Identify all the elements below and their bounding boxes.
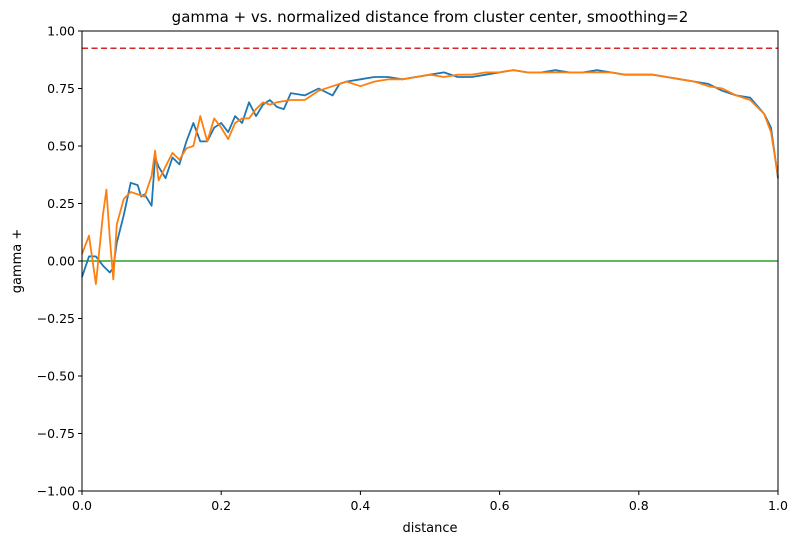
y-tick-label: −1.00 xyxy=(37,484,75,499)
x-axis: 0.0 0.2 0.4 0.6 0.8 1.0 xyxy=(72,491,788,513)
x-tick-label: 0.6 xyxy=(490,498,510,513)
x-tick-label: 0.8 xyxy=(629,498,649,513)
y-tick-label: −0.75 xyxy=(37,426,75,441)
y-tick-label: 0.50 xyxy=(47,139,75,154)
chart-title: gamma + vs. normalized distance from clu… xyxy=(172,8,689,26)
y-tick-label: 0.75 xyxy=(47,81,75,96)
y-axis: −1.00 −0.75 −0.50 −0.25 0.00 0.25 0.50 0.75 1.00 xyxy=(37,24,82,499)
series-lines xyxy=(81,69,779,285)
series-line-2 xyxy=(81,69,779,285)
y-tick-label: 0.25 xyxy=(47,196,75,211)
x-tick-label: 0.4 xyxy=(350,498,370,513)
y-tick-label: −0.50 xyxy=(37,369,75,384)
plot-area xyxy=(81,30,779,492)
y-tick-label: 0.00 xyxy=(47,254,75,269)
y-tick-label: −0.25 xyxy=(37,311,75,326)
x-tick-label: 0.2 xyxy=(211,498,231,513)
y-tick-label: 1.00 xyxy=(47,24,75,39)
x-tick-label: 1.0 xyxy=(768,498,788,513)
x-axis-label: distance xyxy=(402,521,457,536)
y-axis-label: gamma + xyxy=(10,229,25,294)
reference-lines xyxy=(82,47,778,262)
x-tick-label: 0.0 xyxy=(72,498,92,513)
